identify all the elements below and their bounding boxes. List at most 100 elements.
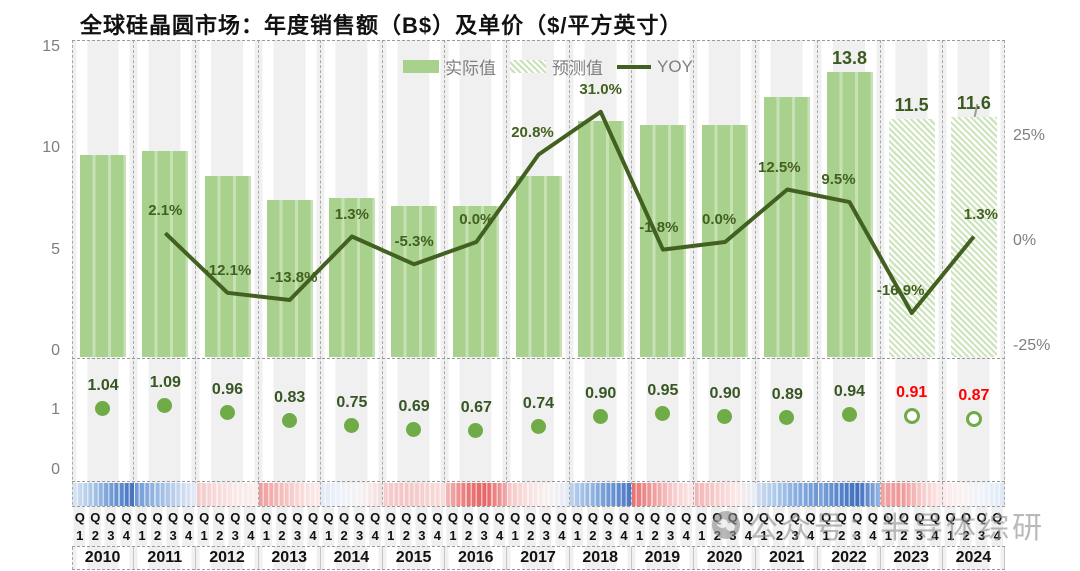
yoy-label-2016: 0.0% (459, 211, 494, 228)
legend-forecast-label: 预测值 (552, 59, 603, 78)
heatmap-2023 (881, 483, 943, 506)
year-label-2014: 2014 (321, 546, 383, 570)
price-label-2017: 0.74 (522, 394, 555, 412)
forecast-swatch-icon (510, 60, 546, 73)
year-label-2012: 2012 (196, 546, 259, 570)
year-label-2021: 2021 (756, 546, 819, 570)
panel-border-0 (72, 40, 1005, 41)
year-label-2011: 2011 (134, 546, 197, 570)
heatmap-2021 (756, 483, 818, 506)
price-axis-tick-0: 0 (51, 461, 60, 478)
year-label-2023: 2023 (881, 546, 943, 570)
bar-quarter-banding (515, 175, 562, 357)
sales-bar-2017 (515, 175, 562, 357)
legend: 实际值 预测值 YOY (403, 54, 693, 79)
legend-item-actual: 实际值 (403, 54, 496, 79)
price-label-2018: 0.90 (585, 385, 617, 402)
legend-item-forecast: 预测值 (510, 54, 603, 79)
price-axis-tick-1: 1 (51, 401, 60, 418)
price-dot-2017 (530, 418, 546, 434)
year-label-2016: 2016 (445, 546, 508, 570)
panel-border-4 (72, 546, 1005, 547)
price-label-2013: 0.83 (274, 389, 306, 407)
yoy-label-2024: 1.3% (963, 205, 998, 223)
yoy-label-2023: -16.9% (876, 281, 925, 299)
year-label-2017: 2017 (507, 546, 570, 570)
year-label-2010: 2010 (72, 546, 135, 570)
sales-bar-2010 (80, 155, 127, 357)
panel-border-2 (72, 481, 1005, 482)
sales-bar-2016 (453, 206, 500, 357)
bar-quarter-banding (826, 72, 873, 357)
price-dot-2020 (717, 409, 733, 424)
price-label-2022: 0.94 (833, 382, 866, 400)
year-label-2015: 2015 (383, 546, 446, 570)
sales-axis-tick-0: 0 (51, 342, 60, 359)
forecast-bar-2023 (888, 118, 935, 357)
panel-border-1 (72, 358, 1005, 359)
heatmap-2020 (694, 483, 756, 506)
legend-yoy-label: YOY (657, 56, 693, 76)
yoy-label-2022: 9.5% (821, 171, 856, 189)
watermark-text: 公众号：半导体综研 (748, 512, 1045, 545)
bar-value-label-2022: 13.8 (831, 48, 868, 69)
heatmap-2017 (507, 483, 570, 506)
price-dot-2015 (406, 421, 422, 437)
sales-axis-tick-15: 15 (42, 37, 60, 55)
year-label-2022: 2022 (818, 546, 881, 570)
sales-bar-2011 (142, 151, 189, 357)
forecast-bar-2024 (950, 116, 997, 357)
yoy-axis-tick-0%: 0% (1013, 232, 1037, 249)
page-title: 全球硅晶圆市场：年度销售额（B$）及单价（$/平方英寸） (80, 13, 683, 38)
price-dot-2016 (468, 422, 484, 438)
year-label-2013: 2013 (259, 546, 321, 570)
sales-bar-2015 (391, 206, 438, 357)
price-dot-2021 (779, 409, 795, 425)
actual-swatch-icon (403, 60, 439, 73)
yoy-axis-tick--25%: -25% (1013, 337, 1051, 354)
heatmap-2013 (259, 483, 321, 506)
bar-quarter-banding (80, 155, 127, 357)
sales-axis-tick-10: 10 (42, 139, 60, 157)
wechat-icon (712, 511, 740, 539)
panel-border-5 (72, 569, 1005, 570)
legend-actual-label: 实际值 (445, 59, 496, 78)
